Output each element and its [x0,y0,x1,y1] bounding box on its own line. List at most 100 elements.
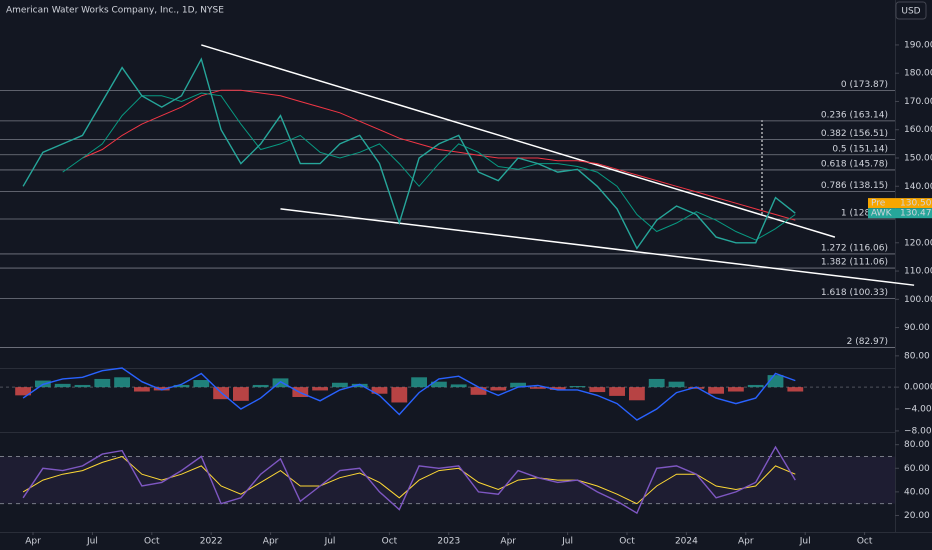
y-tick-label: 80.00 [904,351,930,361]
histogram-bar [747,384,764,388]
histogram-bar [332,382,348,388]
y-tick-label: 190.00 [904,40,932,50]
series-line [22,445,796,515]
price-tag-name: AWK [871,209,893,219]
x-tick-label: Apr [263,537,279,547]
histogram-bar [134,387,150,392]
histogram-bar [470,387,487,395]
histogram-bar [54,383,71,388]
histogram-bar [629,387,645,401]
y-tick-label: −4.00 [904,405,932,415]
histogram-bar [589,387,606,393]
y-tick-label: 100.00 [904,295,932,305]
histogram-bar [312,387,328,391]
y-tick-label: 40.00 [904,487,930,497]
histogram-bar [787,387,804,392]
histogram-bar [668,381,685,388]
y-tick-label: 60.00 [904,464,930,474]
trendline [280,208,915,286]
y-tick-label: 140.00 [904,182,932,192]
price-tag [868,208,932,219]
y-tick-label: 160.00 [904,125,932,135]
histogram-bar [728,387,744,392]
histogram-bar [411,377,427,388]
histogram-bar [233,387,249,401]
series-line [82,89,796,221]
x-tick-label: Jul [86,537,98,547]
histogram-bar [15,387,31,396]
x-tick-label: Oct [857,537,873,547]
x-tick-label: 2024 [675,537,698,547]
x-tick-label: Oct [144,537,160,547]
currency-button[interactable] [895,1,927,20]
series-line [62,92,796,241]
y-tick-label: 120.00 [904,238,932,248]
fib-label: 0.786 (138.15) [821,181,888,191]
y-tick-label: 170.00 [904,97,932,107]
price-tag-value: 130.47 [900,209,932,219]
price-tag-value: 130.50 [900,199,932,209]
fib-label: 0 (173.87) [841,80,888,90]
histogram-bar [153,387,170,391]
fib-label: 1 (128.41) [841,209,888,219]
plot: 0 (173.87) 0.236 (163.14) 0.382 (156.51) 0.… [0,40,932,547]
y-tick-label: 90.00 [904,323,930,333]
y-tick-label: 150.00 [904,153,932,163]
histogram-bar [74,384,91,388]
fib-label: 1.272 (116.06) [821,243,888,253]
x-tick-label: Apr [500,537,516,547]
fib-label: 1.618 (100.33) [821,288,888,298]
histogram-bar [351,383,368,388]
y-tick-label: 0.0000 [904,383,932,393]
series-line [22,367,796,421]
fib-label: 0.382 (156.51) [821,129,888,139]
histogram-bar [450,384,467,388]
y-tick-label: 110.00 [904,267,932,277]
histogram-bar [708,387,724,394]
x-tick-label: 2022 [200,537,223,547]
histogram-bar [648,378,665,388]
histogram-bar [609,387,625,396]
chart-title: American Water Works Company, Inc., 1D, … [6,6,224,16]
histogram-bar [114,377,130,388]
histogram-bar [94,378,111,388]
x-tick-label: Apr [25,537,41,547]
histogram-bar [510,382,526,388]
x-tick-label: Oct [619,537,635,547]
x-tick-label: Jul [324,537,336,547]
x-tick-label: Oct [382,537,398,547]
y-tick-label: 180.00 [904,69,932,79]
rsi-band [0,456,895,504]
x-tick-label: Apr [738,537,754,547]
x-tick-label: Jul [561,537,573,547]
y-tick-label: −8.00 [904,426,932,436]
currency-label[interactable]: USD [901,7,920,17]
histogram-bar [272,378,289,388]
x-tick-label: Jul [799,537,811,547]
histogram-bar [173,384,190,388]
fib-label: 0.236 (163.14) [821,110,888,120]
histogram-bar [549,387,566,390]
fib-label: 0.618 (145.78) [821,159,888,169]
series-line [22,57,796,250]
histogram-bar [193,380,210,388]
price-tag [868,198,932,209]
y-tick-label: 80.00 [904,440,930,450]
histogram-bar [252,384,269,388]
trendline [201,44,836,238]
histogram-bar [569,386,586,388]
histogram-bar [371,387,388,394]
histogram-bar [391,387,408,403]
price-tag-name: Pre [871,199,886,209]
histogram-bar [490,387,507,391]
x-tick-label: 2023 [437,537,460,547]
fib-label: 2 (82.97) [847,337,888,347]
fib-label: 1.382 (111.06) [821,258,888,268]
histogram-bar [688,387,705,389]
histogram-bar [530,387,546,389]
fib-label: 0.5 (151.14) [832,144,888,154]
y-tick-label: 20.00 [904,511,930,521]
